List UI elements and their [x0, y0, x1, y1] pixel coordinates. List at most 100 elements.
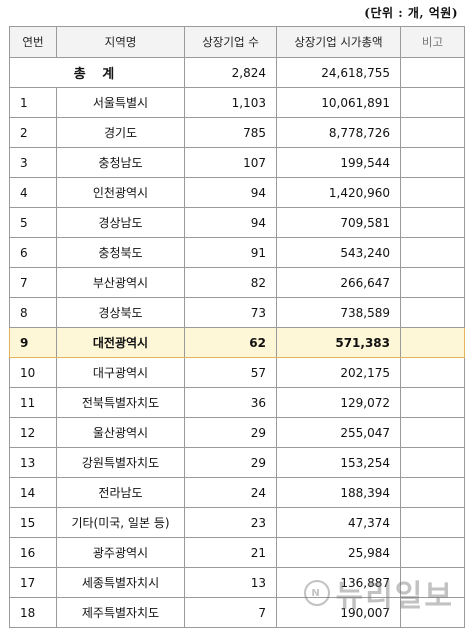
- row-cap: 188,394: [276, 477, 401, 508]
- row-count: 13: [184, 567, 277, 598]
- row-region: 울산광역시: [56, 417, 185, 448]
- table-row: 4 인천광역시 94 1,420,960: [9, 177, 465, 208]
- row-region: 충청북도: [56, 237, 185, 268]
- row-num: 17: [9, 567, 57, 598]
- table-row: 15 기타(미국, 일본 등) 23 47,374: [9, 507, 465, 538]
- row-cap: 738,589: [276, 297, 401, 328]
- row-region: 경상남도: [56, 207, 185, 238]
- table-row: 7 부산광역시 82 266,647: [9, 267, 465, 298]
- total-count: 2,824: [184, 57, 277, 88]
- row-num: 3: [9, 147, 57, 178]
- row-region: 전라남도: [56, 477, 185, 508]
- row-num: 15: [9, 507, 57, 538]
- row-num: 4: [9, 177, 57, 208]
- row-note: [400, 207, 465, 238]
- row-cap: 153,254: [276, 447, 401, 478]
- row-count: 62: [184, 327, 277, 358]
- row-count: 29: [184, 447, 277, 478]
- row-count: 29: [184, 417, 277, 448]
- row-cap: 1,420,960: [276, 177, 401, 208]
- row-note: [400, 507, 465, 538]
- row-region: 부산광역시: [56, 267, 185, 298]
- table-row: 1 서울특별시 1,103 10,061,891: [9, 87, 465, 118]
- row-cap: 543,240: [276, 237, 401, 268]
- unit-note: (단위 : 개, 억원): [364, 6, 458, 20]
- row-note: [400, 147, 465, 178]
- row-region: 대전광역시: [56, 327, 185, 358]
- row-cap: 25,984: [276, 537, 401, 568]
- row-count: 785: [184, 117, 277, 148]
- row-count: 1,103: [184, 87, 277, 118]
- total-row: 총 계 2,824 24,618,755: [9, 57, 465, 88]
- row-num: 6: [9, 237, 57, 268]
- row-cap: 10,061,891: [276, 87, 401, 118]
- row-count: 57: [184, 357, 277, 388]
- total-label: 총 계: [9, 57, 185, 88]
- row-note: [400, 477, 465, 508]
- row-cap: 266,647: [276, 267, 401, 298]
- row-num: 9: [9, 327, 57, 358]
- listed-companies-table: 연번 지역명 상장기업 수 상장기업 시가총액 비고 총 계 2,824 24,…: [9, 26, 465, 628]
- table-row: 12 울산광역시 29 255,047: [9, 417, 465, 448]
- header-count: 상장기업 수: [184, 26, 277, 58]
- row-cap: 8,778,726: [276, 117, 401, 148]
- row-count: 24: [184, 477, 277, 508]
- table-row: 10 대구광역시 57 202,175: [9, 357, 465, 388]
- row-cap: 129,072: [276, 387, 401, 418]
- total-note: [400, 57, 465, 88]
- row-note: [400, 417, 465, 448]
- table-row: 11 전북특별자치도 36 129,072: [9, 387, 465, 418]
- row-region: 세종특별자치시: [56, 567, 185, 598]
- row-cap: 202,175: [276, 357, 401, 388]
- row-note: [400, 237, 465, 268]
- table-row: 18 제주특별자치도 7 190,007: [9, 597, 465, 628]
- row-region: 서울특별시: [56, 87, 185, 118]
- table-row: 17 세종특별자치시 13 136,887: [9, 567, 465, 598]
- row-region: 강원특별자치도: [56, 447, 185, 478]
- row-cap: 255,047: [276, 417, 401, 448]
- row-region: 대구광역시: [56, 357, 185, 388]
- table-row: 14 전라남도 24 188,394: [9, 477, 465, 508]
- row-note: [400, 597, 465, 628]
- table-row: 16 광주광역시 21 25,984: [9, 537, 465, 568]
- total-cap: 24,618,755: [276, 57, 401, 88]
- table-row: 8 경상북도 73 738,589: [9, 297, 465, 328]
- table-row: 5 경상남도 94 709,581: [9, 207, 465, 238]
- row-num: 11: [9, 387, 57, 418]
- row-note: [400, 117, 465, 148]
- watermark-text: 뉴리일보: [335, 579, 454, 614]
- row-region: 전북특별자치도: [56, 387, 185, 418]
- row-count: 73: [184, 297, 277, 328]
- row-num: 14: [9, 477, 57, 508]
- header-cap: 상장기업 시가총액: [276, 26, 401, 58]
- row-num: 12: [9, 417, 57, 448]
- row-note: [400, 327, 465, 358]
- row-num: 1: [9, 87, 57, 118]
- row-num: 2: [9, 117, 57, 148]
- row-num: 13: [9, 447, 57, 478]
- newspaper-logo-icon: N: [303, 580, 330, 606]
- header-note: 비고: [400, 26, 465, 58]
- row-region: 경상북도: [56, 297, 185, 328]
- header-region: 지역명: [56, 26, 185, 58]
- row-note: [400, 297, 465, 328]
- row-note: [400, 387, 465, 418]
- row-count: 94: [184, 207, 277, 238]
- row-num: 10: [9, 357, 57, 388]
- row-num: 18: [9, 597, 57, 628]
- table-row: 9 대전광역시 62 571,383: [9, 327, 465, 358]
- row-cap: 709,581: [276, 207, 401, 238]
- row-count: 91: [184, 237, 277, 268]
- row-count: 107: [184, 147, 277, 178]
- row-count: 23: [184, 507, 277, 538]
- table-row: 2 경기도 785 8,778,726: [9, 117, 465, 148]
- row-count: 7: [184, 597, 277, 628]
- row-num: 16: [9, 537, 57, 568]
- row-region: 충청남도: [56, 147, 185, 178]
- table-row: 13 강원특별자치도 29 153,254: [9, 447, 465, 478]
- row-region: 광주광역시: [56, 537, 185, 568]
- row-note: [400, 537, 465, 568]
- row-note: [400, 267, 465, 298]
- row-count: 94: [184, 177, 277, 208]
- row-cap: 199,544: [276, 147, 401, 178]
